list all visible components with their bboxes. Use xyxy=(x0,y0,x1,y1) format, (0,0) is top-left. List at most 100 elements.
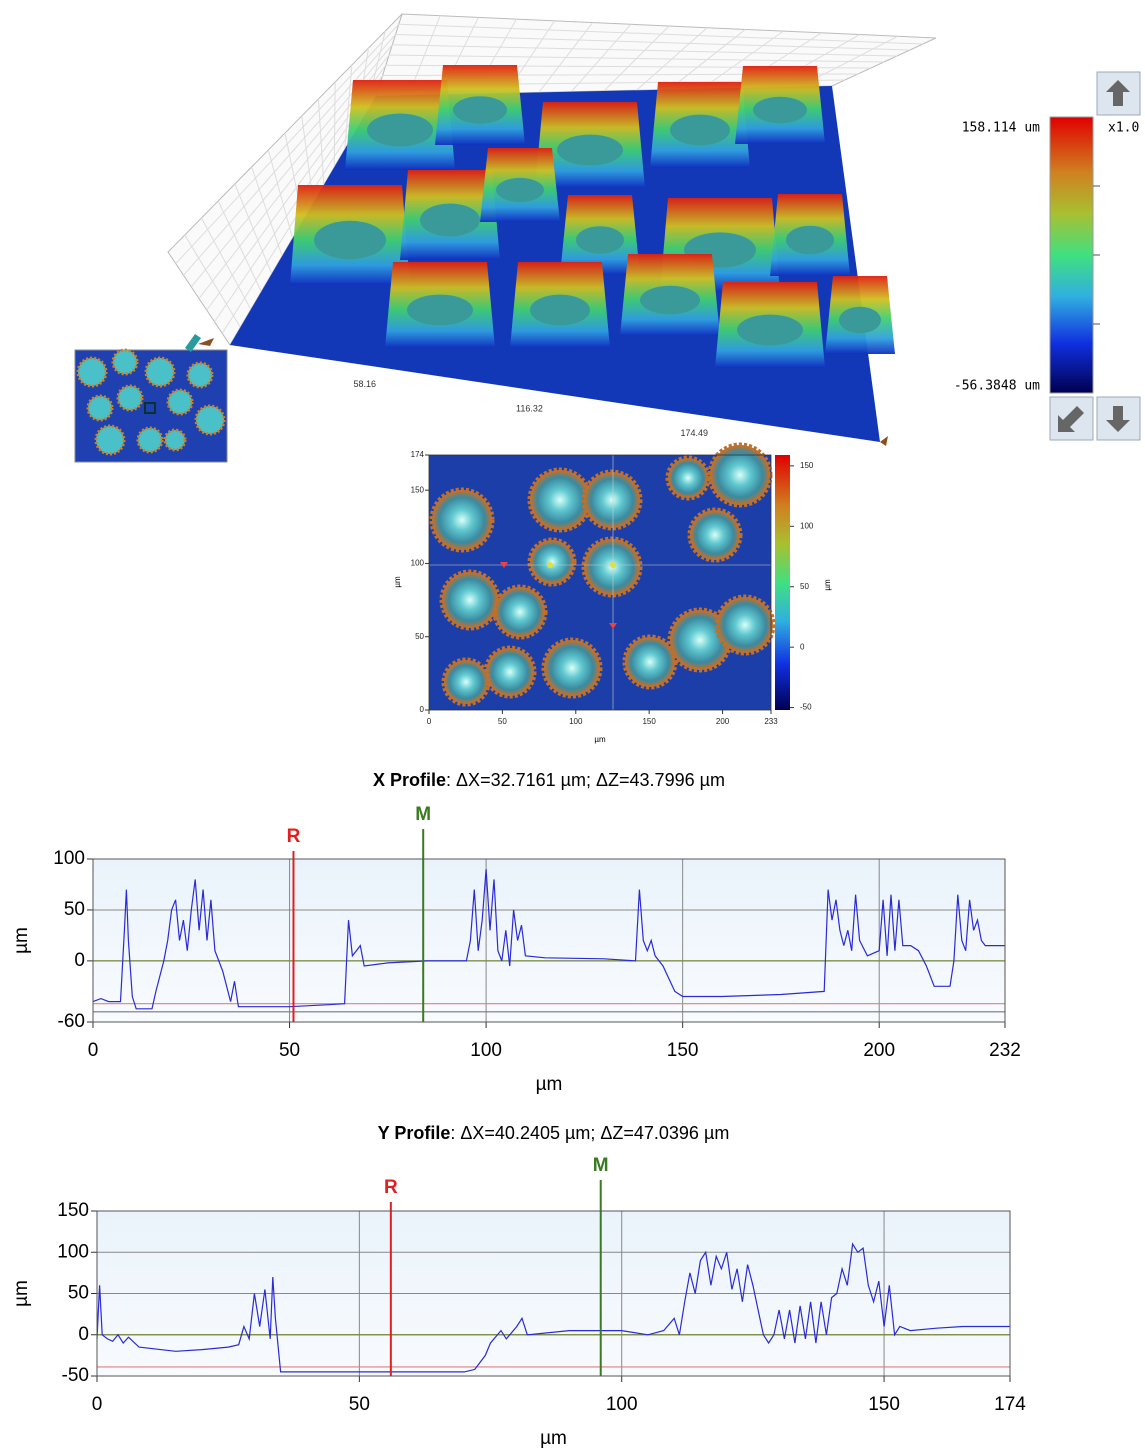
x-tick-label: 150 xyxy=(868,1394,900,1415)
surface-plateau xyxy=(576,226,624,254)
height-map: 0 50 100 150 200 233 0 50 100 150 174 -50 0 50 100 150 µ… xyxy=(393,442,832,744)
color-tick-label: 150 xyxy=(800,461,814,470)
thumbnail-cell xyxy=(86,394,114,422)
thumbnail-viewport xyxy=(144,402,156,414)
wall-grid xyxy=(398,23,924,45)
x-tick-label: 50 xyxy=(279,1040,300,1061)
color-tick-label: -50 xyxy=(800,703,812,712)
surface-plateau xyxy=(496,177,544,203)
map-frame xyxy=(428,454,772,711)
tool-icon[interactable] xyxy=(198,338,214,346)
y-axis-label: µm xyxy=(11,927,32,954)
wall-grid xyxy=(183,34,396,276)
y-tick-label: 150 xyxy=(57,1200,89,1221)
color-bar-ticks xyxy=(1093,185,1100,325)
y-tick-label: -60 xyxy=(58,1011,85,1032)
plot-frame xyxy=(96,1210,1011,1377)
x-tick-label: 233 xyxy=(764,717,778,726)
cursor-label: M xyxy=(593,1155,609,1176)
y-tick-label: 100 xyxy=(411,559,425,568)
surface-plateau xyxy=(453,96,507,124)
thumbnail-cell xyxy=(166,388,194,416)
surface-3d[interactable]: 58.16 116.32 174.49 xyxy=(167,13,937,446)
map-cell xyxy=(441,657,491,707)
surface-plateau xyxy=(314,220,386,260)
surface-plateau xyxy=(407,294,473,326)
marker-m xyxy=(610,562,616,568)
thumbnail-cell xyxy=(136,426,164,454)
map-cell xyxy=(687,507,743,563)
thumbnail-cell xyxy=(76,356,108,388)
map-cell xyxy=(483,645,537,699)
title-detail: : ΔX=32.7161 µm; ΔZ=43.7996 µm xyxy=(446,770,725,790)
wall-grid xyxy=(175,23,400,264)
title-detail: : ΔX=40.2405 µm; ΔZ=47.0396 µm xyxy=(450,1123,729,1143)
y-tick-label: 0 xyxy=(420,705,425,714)
x-tick-label: 58.16 xyxy=(353,379,376,389)
axis-corner xyxy=(880,436,888,446)
x-tick-label: 100 xyxy=(606,1394,638,1415)
x-tick-label: 150 xyxy=(642,717,656,726)
map-cell xyxy=(622,634,678,690)
color-axis-label: µm xyxy=(823,579,832,591)
x-tick-label: 232 xyxy=(989,1040,1021,1061)
color-bar xyxy=(1049,116,1094,394)
marker-r xyxy=(500,562,508,568)
up-button[interactable] xyxy=(1096,71,1141,116)
x-tick-label: 0 xyxy=(92,1394,103,1415)
x-tick-label: 150 xyxy=(667,1040,699,1061)
x-tick-label: 0 xyxy=(427,717,432,726)
surface-plateau xyxy=(786,225,834,255)
x-tick-label: 174.49 xyxy=(680,428,708,438)
title-name: X Profile xyxy=(373,770,446,790)
surface-plateau xyxy=(670,114,730,146)
plot-frame xyxy=(92,858,1006,1023)
surface-plateau xyxy=(557,134,623,166)
thumbnail-cell xyxy=(94,424,126,456)
profiles: X Profile: ΔX=32.7161 µm; ΔZ=43.7996 µm 0… xyxy=(11,770,1026,1449)
map-cell xyxy=(527,467,593,533)
map-cell xyxy=(581,469,643,531)
x-tick-label: 50 xyxy=(349,1394,370,1415)
x-tick-label: 0 xyxy=(88,1040,99,1061)
map-cell xyxy=(527,537,577,587)
y-tick-label: 0 xyxy=(78,1324,89,1345)
cursor-label: R xyxy=(287,826,301,847)
thumbnail-cell xyxy=(186,361,214,389)
map-cell xyxy=(429,487,495,553)
y-tick-label: 50 xyxy=(68,1283,89,1304)
x-tick-label: 200 xyxy=(716,717,730,726)
profile-title: X Profile: ΔX=32.7161 µm; ΔZ=43.7996 µm xyxy=(373,770,725,790)
x-tick-label: 100 xyxy=(569,717,583,726)
color-tick-label: 0 xyxy=(800,642,805,651)
reset-button[interactable] xyxy=(1049,396,1094,441)
thumbnail-cell xyxy=(163,428,187,452)
y-tick-label: 100 xyxy=(57,1241,89,1262)
wall-grid xyxy=(395,34,911,51)
color-max-label: 158.114 um xyxy=(962,121,1040,136)
profile-line xyxy=(96,1242,1010,1373)
y-tick-label: 174 xyxy=(411,450,425,459)
navigator-thumbnail[interactable] xyxy=(74,348,228,463)
cursor-label: R xyxy=(384,1177,398,1198)
profile-line xyxy=(92,869,1005,1010)
cursor-label: M xyxy=(415,804,431,825)
map-cell xyxy=(439,569,501,631)
map-cell xyxy=(492,584,548,640)
surface-plateau xyxy=(737,314,803,346)
y-tick-label: 50 xyxy=(64,899,85,920)
surface-plateau xyxy=(839,306,881,334)
y-tick-label: 50 xyxy=(415,632,424,641)
profile-title: Y Profile: ΔX=40.2405 µm; ΔZ=47.0396 µm xyxy=(378,1123,730,1143)
thumbnail-cell xyxy=(144,356,176,388)
map-cell xyxy=(541,637,603,699)
x-tick-label: 200 xyxy=(863,1040,895,1061)
x-axis-label: µm xyxy=(540,1428,567,1449)
scale-label: x1.0 xyxy=(1108,121,1139,136)
y-tick-label: 100 xyxy=(53,848,85,869)
marker-m xyxy=(547,562,553,568)
down-button[interactable] xyxy=(1096,396,1141,441)
tool-icon[interactable] xyxy=(185,334,201,352)
